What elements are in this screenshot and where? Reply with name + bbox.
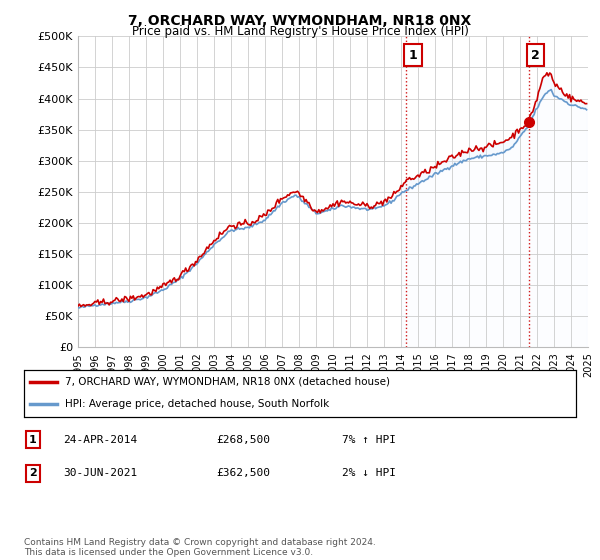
- Text: 7, ORCHARD WAY, WYMONDHAM, NR18 0NX: 7, ORCHARD WAY, WYMONDHAM, NR18 0NX: [128, 14, 472, 28]
- Text: 2% ↓ HPI: 2% ↓ HPI: [342, 468, 396, 478]
- Text: 1: 1: [29, 435, 37, 445]
- Text: 7, ORCHARD WAY, WYMONDHAM, NR18 0NX (detached house): 7, ORCHARD WAY, WYMONDHAM, NR18 0NX (det…: [65, 376, 391, 386]
- Text: 1: 1: [409, 49, 418, 62]
- Text: £362,500: £362,500: [216, 468, 270, 478]
- Text: 2: 2: [531, 49, 539, 62]
- Text: £268,500: £268,500: [216, 435, 270, 445]
- Text: Contains HM Land Registry data © Crown copyright and database right 2024.
This d: Contains HM Land Registry data © Crown c…: [24, 538, 376, 557]
- Text: 30-JUN-2021: 30-JUN-2021: [63, 468, 137, 478]
- Text: Price paid vs. HM Land Registry's House Price Index (HPI): Price paid vs. HM Land Registry's House …: [131, 25, 469, 38]
- Text: 7% ↑ HPI: 7% ↑ HPI: [342, 435, 396, 445]
- Text: HPI: Average price, detached house, South Norfolk: HPI: Average price, detached house, Sout…: [65, 399, 329, 409]
- Text: 2: 2: [29, 468, 37, 478]
- Text: 24-APR-2014: 24-APR-2014: [63, 435, 137, 445]
